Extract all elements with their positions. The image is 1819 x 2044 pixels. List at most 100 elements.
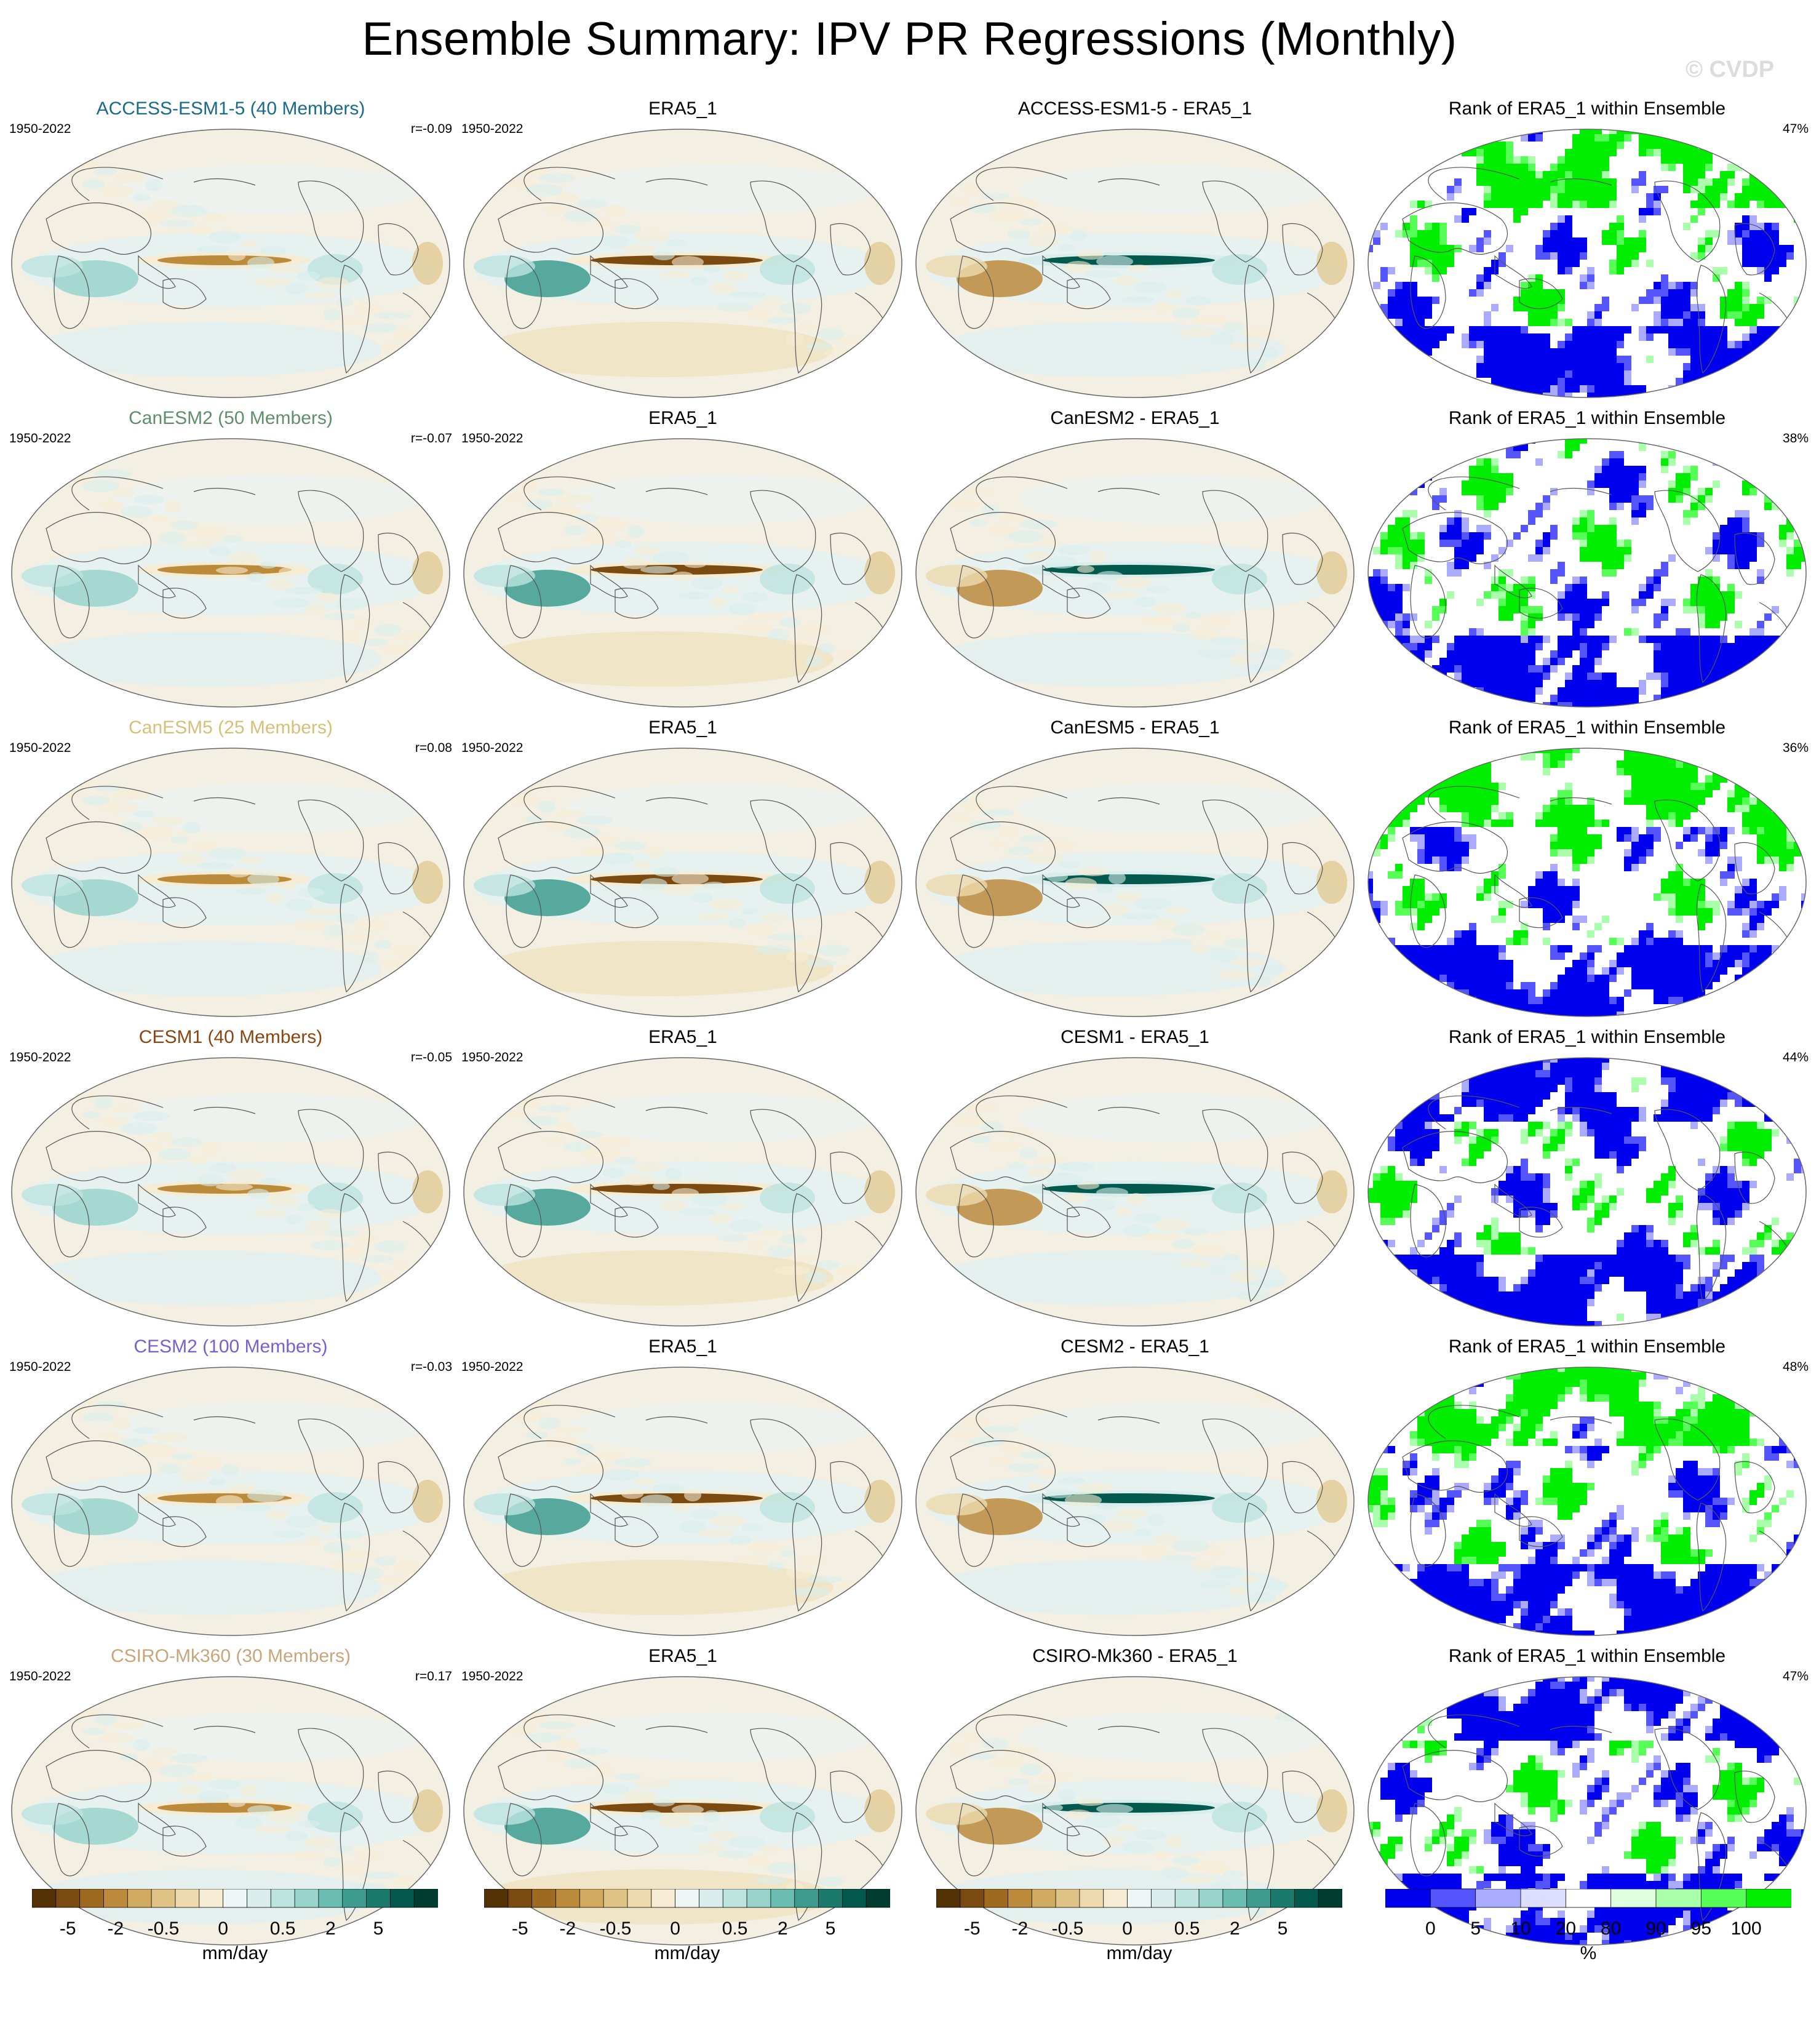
colorbar-swatch: [1246, 1889, 1272, 1908]
map-frame: [11, 1367, 450, 1636]
colorbar-tick-label: -5: [511, 1918, 528, 1939]
coastlines: [950, 1405, 1339, 1612]
colorbar-tick-label: 0.5: [269, 1918, 296, 1939]
coastlines: [46, 476, 434, 684]
colorbar-swatch: [1746, 1889, 1791, 1908]
colorbar-tick-label: -0.5: [1051, 1918, 1084, 1939]
regression-map: [463, 129, 902, 398]
colorbar-tick-label: 100: [1730, 1918, 1762, 1939]
regression-map: [463, 748, 902, 1017]
colorbar-swatch: [627, 1889, 652, 1908]
map-field: [916, 748, 1354, 1016]
map-field: [916, 1058, 1354, 1326]
colorbar-tick-label: 10: [1510, 1918, 1531, 1939]
rank-map: [1367, 129, 1807, 398]
regression-map: [915, 129, 1355, 398]
colorbar-swatch: [579, 1889, 605, 1908]
period-label: 1950-2022: [461, 1360, 523, 1374]
colorbar-swatch: [1031, 1889, 1057, 1908]
panel-title: CanESM2 - ERA5_1: [1050, 408, 1220, 428]
colorbar-swatch: [175, 1889, 200, 1908]
correlation-label: r=-0.07: [410, 431, 452, 445]
panel-diff-1: ACCESS-ESM1-5 - ERA5_1: [913, 98, 1356, 400]
colorbar-tick-label: 0: [1425, 1918, 1436, 1939]
page-title: Ensemble Summary: IPV PR Regressions (Mo…: [362, 13, 1457, 65]
map-frame: [1367, 1367, 1807, 1636]
panel-diff-2: CanESM2 - ERA5_1: [913, 408, 1356, 709]
panel-rank-2: Rank of ERA5_1 within Ensemble 38%: [1366, 408, 1809, 709]
period-label: 1950-2022: [9, 431, 71, 445]
panel-title: Rank of ERA5_1 within Ensemble: [1448, 1027, 1726, 1047]
map-field: [464, 748, 902, 1016]
map-field: [1368, 439, 1806, 707]
panel-title: ERA5_1: [648, 1336, 717, 1357]
panel-title: Rank of ERA5_1 within Ensemble: [1448, 1336, 1726, 1357]
coastlines: [950, 1714, 1339, 1922]
colorbar-swatches: [32, 1889, 438, 1908]
map-frame: [463, 1367, 902, 1636]
panel-title: ERA5_1: [648, 98, 717, 119]
panel-rank-3: Rank of ERA5_1 within Ensemble 36%: [1366, 717, 1809, 1019]
colorbar-tick-label: -2: [559, 1918, 576, 1939]
colorbar-swatch: [1318, 1889, 1342, 1908]
colorbar-swatch: [1079, 1889, 1104, 1908]
colorbar-swatch: [1151, 1889, 1176, 1908]
colorbar-tick-label: -5: [963, 1918, 981, 1939]
regression-map: [915, 748, 1355, 1017]
map-frame: [463, 129, 902, 398]
map-field: [1368, 129, 1806, 397]
coastlines: [498, 1095, 886, 1303]
colorbar-swatch: [318, 1889, 343, 1908]
regression-map: [915, 1057, 1355, 1327]
colorbar-unit: mm/day: [654, 1943, 720, 1963]
colorbar-swatch: [651, 1889, 676, 1908]
coastlines: [1402, 1714, 1791, 1922]
colorbar-tick-label: 0.5: [1174, 1918, 1200, 1939]
coastlines: [46, 1095, 434, 1303]
colorbar-tick-label: -0.5: [599, 1918, 632, 1939]
colorbar-swatch: [603, 1889, 628, 1908]
regression-map: [463, 1367, 902, 1636]
map-frame: [915, 1676, 1355, 1946]
panel-rank-1: Rank of ERA5_1 within Ensemble 47%: [1366, 98, 1809, 400]
colorbar-swatch: [818, 1889, 843, 1908]
panel-title: CanESM5 - ERA5_1: [1050, 717, 1220, 738]
map-frame: [915, 748, 1355, 1017]
panel-obs-3: ERA5_1 1950-2022: [461, 717, 904, 1019]
colorbar-swatch: [1222, 1889, 1248, 1908]
colorbar-tick-label: -0.5: [147, 1918, 180, 1939]
map-field: [12, 439, 450, 707]
colorbar-swatch: [413, 1889, 438, 1908]
colorbar-tick-label: 5: [1277, 1918, 1288, 1939]
map-frame: [1367, 1676, 1807, 1946]
colorbar-tick-label: 20: [1555, 1918, 1577, 1939]
map-field: [1368, 748, 1806, 1016]
coastlines: [1402, 476, 1791, 684]
colorbar-tick-label: 2: [325, 1918, 336, 1939]
period-label: 1950-2022: [461, 1050, 523, 1064]
colorbar-swatch: [247, 1889, 272, 1908]
map-field: [464, 1367, 902, 1635]
colorbar-swatches: [1385, 1889, 1791, 1908]
rank-map: [1367, 438, 1807, 708]
colorbar-tick-label: 2: [777, 1918, 788, 1939]
regression-map: [915, 438, 1355, 708]
colorbar-swatch: [366, 1889, 391, 1908]
map-frame: [463, 1676, 902, 1946]
coastlines: [498, 1405, 886, 1612]
map-frame: [915, 1057, 1355, 1327]
panel-title: CanESM5 (25 Members): [129, 717, 333, 738]
map-field: [12, 748, 450, 1016]
colorbar-diff: mm/day -5 -2 -0.5 0 0.5 2 5: [936, 1889, 1342, 1969]
map-frame: [1367, 129, 1807, 398]
period-label: 1950-2022: [9, 741, 71, 755]
colorbar-swatch: [699, 1889, 724, 1908]
regression-map: [915, 1367, 1355, 1636]
colorbar-swatches: [484, 1889, 890, 1908]
colorbar-tick-label: 5: [1470, 1918, 1481, 1939]
map-frame: [915, 129, 1355, 398]
panel-obs-5: ERA5_1 1950-2022: [461, 1336, 904, 1638]
colorbar-swatch: [842, 1889, 867, 1908]
regression-map: [11, 129, 450, 398]
panel-title: Rank of ERA5_1 within Ensemble: [1448, 408, 1726, 428]
